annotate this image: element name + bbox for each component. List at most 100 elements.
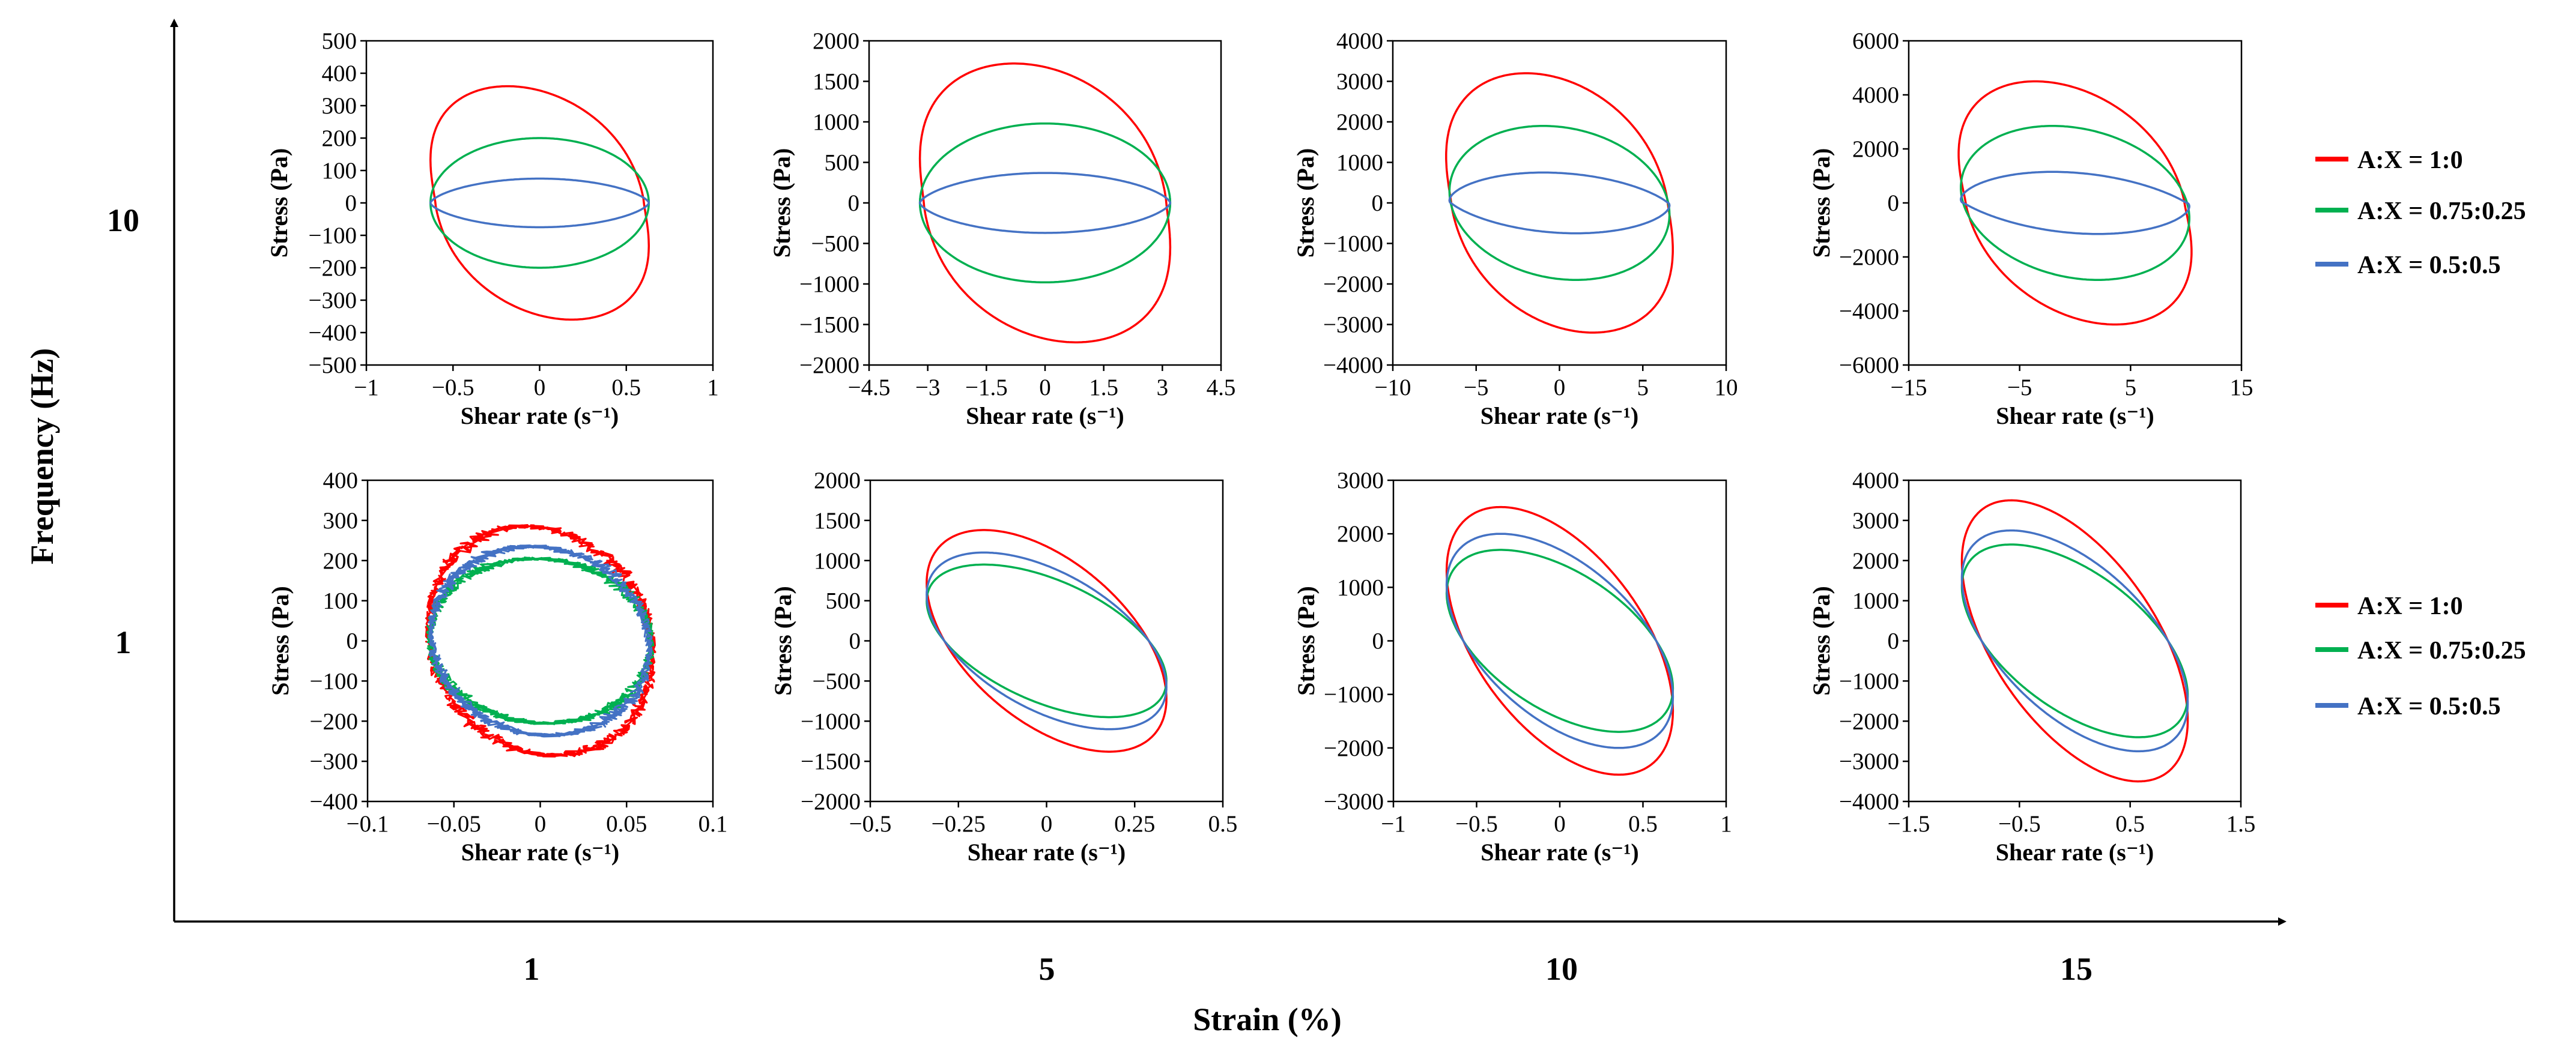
y-axis-label: Stress (Pa): [1293, 586, 1320, 696]
y-tick-label: −2000: [1324, 735, 1384, 761]
y-axis-label: Stress (Pa): [768, 148, 795, 258]
panel-1hz-strain-1: 400 300 200 100 0 −100 −200 −300 −400−0.1 −0.05 0 0…: [267, 468, 727, 866]
x-tick-label: 1.5: [2226, 811, 2256, 837]
series-curve: [1960, 499, 2189, 783]
series-curve: [1960, 543, 2189, 738]
y-tick-label: 0: [1888, 629, 1900, 654]
legend-entry: A:X = 1:0: [2357, 593, 2463, 620]
y-tick-label: −2000: [1839, 708, 1899, 734]
x-tick-label: −15: [1891, 375, 1927, 400]
x-tick-label: 1: [1720, 811, 1732, 837]
strain-label-10: 10: [1545, 951, 1578, 987]
y-tick-label: −4000: [1323, 352, 1383, 378]
y-tick-label: 1000: [814, 548, 861, 574]
y-tick-label: −2000: [799, 352, 859, 378]
y-tick-label: −1000: [799, 271, 859, 297]
y-axis-label: Stress (Pa): [265, 148, 292, 258]
legend-top: A:X = 1:0 A:X = 0.75:0.25 A:X = 0.5:0.5: [2315, 146, 2526, 279]
panel-10hz-strain-15: 6000 4000 2000 0 −2000 −4000 −6000−15 −5 5 15 Shea…: [1808, 28, 2253, 429]
series-curve: [428, 544, 653, 738]
y-tick-label: 200: [322, 125, 357, 151]
x-axis-label: Shear rate (s⁻¹): [1480, 839, 1638, 866]
y-tick-label: −2000: [801, 789, 861, 815]
y-tick-label: 0: [1372, 190, 1384, 216]
y-axis-label: Stress (Pa): [769, 586, 796, 696]
legend-entry: A:X = 0.5:0.5: [2357, 693, 2501, 720]
y-axis-label: Stress (Pa): [1292, 148, 1319, 258]
y-tick-label: −3000: [1839, 749, 1899, 774]
y-tick-label: −1000: [1324, 682, 1384, 708]
y-tick-label: 1000: [1337, 575, 1384, 600]
series-curve: [1448, 125, 1671, 281]
y-tick-label: −100: [310, 668, 359, 694]
panel-1hz-strain-15: 4000 3000 2000 1000 0 −1000 −2000 −3000 −4000−1.…: [1808, 468, 2255, 866]
x-tick-label: 0: [534, 375, 546, 400]
y-tick-label: −1000: [801, 708, 861, 734]
series-curve: [1445, 533, 1674, 749]
frequency-label-10: 10: [107, 202, 139, 238]
y-tick-label: 500: [825, 150, 860, 176]
series-curve: [1448, 171, 1671, 235]
y-tick-label: −400: [310, 789, 359, 815]
y-tick-label: 300: [322, 93, 357, 119]
x-tick-label: 5: [1637, 375, 1649, 400]
legend-entry: A:X = 0.75:0.25: [2357, 198, 2526, 225]
strain-label-5: 5: [1039, 951, 1055, 987]
x-tick-label: 0: [1041, 811, 1053, 837]
y-tick-label: −6000: [1839, 352, 1899, 378]
y-tick-label: 500: [826, 588, 861, 614]
x-axis-label: Shear rate (s⁻¹): [968, 839, 1126, 866]
x-tick-label: −0.5: [1998, 811, 2041, 837]
x-tick-label: −0.25: [932, 811, 986, 837]
y-tick-label: 100: [323, 588, 359, 614]
y-tick-label: −100: [309, 223, 357, 249]
panel-1hz-strain-5: 2000 1500 1000 500 0 −500 −1000 −1500 −2000−0.5 −…: [769, 468, 1237, 866]
x-tick-label: 15: [2230, 375, 2253, 400]
x-tick-label: 10: [1715, 375, 1738, 400]
x-tick-label: 0: [535, 811, 547, 837]
x-tick-label: 0.05: [606, 811, 647, 837]
x-axis-label: Shear rate (s⁻¹): [1480, 402, 1638, 429]
y-tick-label: −500: [813, 668, 861, 694]
x-tick-label: 3: [1157, 375, 1169, 400]
frequency-label-1: 1: [115, 624, 132, 660]
x-tick-label: 0.25: [1114, 811, 1155, 837]
x-tick-label: 0.5: [1628, 811, 1658, 837]
legend-entry: A:X = 0.75:0.25: [2357, 637, 2526, 665]
legend-entry: A:X = 0.5:0.5: [2357, 252, 2501, 279]
y-tick-label: 2000: [1852, 548, 1899, 574]
y-tick-label: 2000: [1336, 109, 1383, 135]
y-tick-label: −3000: [1323, 312, 1383, 338]
y-tick-label: 0: [345, 190, 357, 216]
x-tick-label: 0.5: [2115, 811, 2145, 837]
y-tick-label: −400: [309, 320, 357, 346]
y-tick-label: −1000: [1323, 231, 1383, 257]
y-tick-label: 3000: [1336, 69, 1383, 95]
y-tick-label: −1500: [801, 749, 861, 774]
y-tick-label: 2000: [1852, 136, 1899, 162]
x-axis-label: Shear rate (s⁻¹): [461, 402, 619, 429]
y-tick-label: 1000: [1852, 588, 1899, 614]
plot-frame: [1392, 40, 1727, 366]
series-curve: [429, 85, 650, 321]
y-tick-label: 400: [322, 61, 357, 86]
y-tick-label: 3000: [1852, 508, 1899, 534]
outer-y-axis-label: Frequency (Hz): [24, 348, 60, 564]
panel-1hz-strain-10: 3000 2000 1000 0 −1000 −2000 −3000−1 −0.5 0 0.5 1 S…: [1293, 468, 1732, 866]
y-tick-label: −1000: [1839, 668, 1899, 694]
y-tick-label: 1000: [813, 109, 859, 135]
y-tick-label: −4000: [1839, 789, 1899, 815]
series-curve: [1960, 125, 2190, 281]
x-tick-label: 4.5: [1207, 375, 1236, 400]
x-axis-label: Shear rate (s⁻¹): [461, 839, 619, 866]
y-axis-label: Stress (Pa): [1808, 586, 1835, 696]
series-curve: [1445, 505, 1674, 776]
series-curve: [425, 524, 656, 758]
y-tick-label: 2000: [813, 28, 859, 54]
y-tick-label: 500: [322, 28, 357, 54]
x-tick-label: −1: [354, 375, 379, 400]
series-curve: [926, 529, 1168, 753]
plot-frame: [869, 479, 1224, 803]
y-tick-label: −2000: [1323, 271, 1383, 297]
x-axis-label: Shear rate (s⁻¹): [966, 402, 1124, 429]
